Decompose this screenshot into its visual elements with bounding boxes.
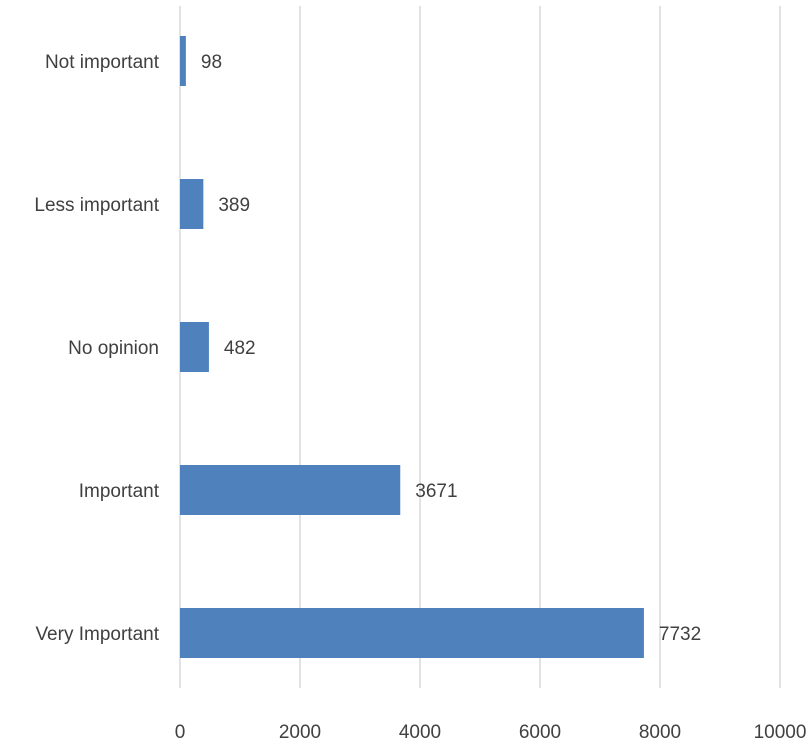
bars [180,36,644,658]
x-tick-label: 8000 [639,722,681,743]
bar [180,179,204,229]
data-label: 482 [224,338,256,359]
x-tick-label: 6000 [519,722,561,743]
x-tick-label: 4000 [399,722,441,743]
data-label: 389 [218,195,250,216]
category-label: Very Important [35,624,159,645]
bar [180,465,401,515]
category-labels: Not important Less important No opinion Imp… [34,52,159,645]
x-tick-label: 10000 [754,722,807,743]
bar [180,322,209,372]
category-label: Not important [45,52,160,73]
gridlines [179,6,781,688]
category-label: No opinion [68,338,159,359]
category-label: Important [79,481,160,502]
data-labels: 98 389 482 3671 7732 [201,52,701,645]
x-tick-label: 0 [175,722,186,743]
category-label: Less important [34,195,159,216]
x-tick-label: 2000 [279,722,321,743]
bar [180,36,186,86]
x-axis-tick-labels: 0 2000 4000 6000 8000 10000 [175,722,807,743]
data-label: 3671 [415,481,457,502]
data-label: 98 [201,52,222,73]
bar [180,608,644,658]
data-label: 7732 [659,624,701,645]
